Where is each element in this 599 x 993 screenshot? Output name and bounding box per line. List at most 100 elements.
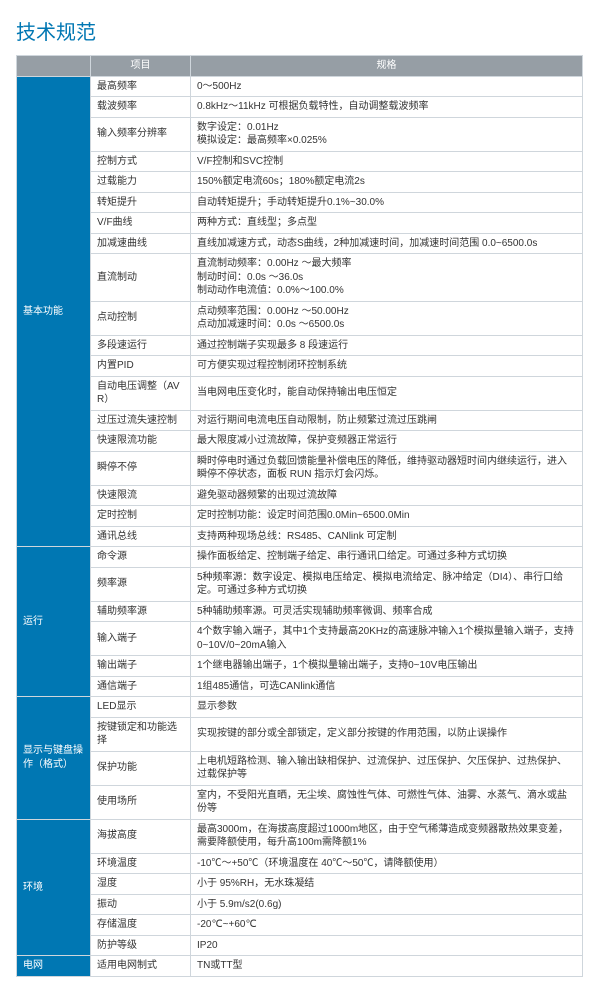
table-row: 保护功能上电机短路检测、输入输出缺相保护、过流保护、过压保护、欠压保护、过热保护… [17,751,583,785]
spec-cell: 直线加减速方式，动态S曲线，2种加减速时间，加减速时间范围 0.0~6500.0… [191,233,583,254]
item-cell: 按键锁定和功能选择 [91,717,191,751]
item-cell: 频率源 [91,567,191,601]
table-row: 点动控制点动频率范围：0.00Hz ～50.00Hz点动加减速时间：0.0s ～… [17,301,583,335]
item-cell: 过压过流失速控制 [91,410,191,431]
header-item: 项目 [91,56,191,77]
item-cell: 加减速曲线 [91,233,191,254]
table-row: 基本功能最高频率0～500Hz [17,76,583,97]
table-row: 自动电压调整（AVR）当电网电压变化时，能自动保持输出电压恒定 [17,376,583,410]
spec-cell: 5种频率源：数字设定、模拟电压给定、模拟电流给定、脉冲给定（DI4）、串行口给定… [191,567,583,601]
spec-cell: 点动频率范围：0.00Hz ～50.00Hz点动加减速时间：0.0s ～6500… [191,301,583,335]
spec-cell: 150%额定电流60s；180%额定电流2s [191,172,583,193]
item-cell: 过载能力 [91,172,191,193]
item-cell: 快速限流 [91,485,191,506]
table-row: 瞬停不停瞬时停电时通过负载回馈能量补偿电压的降低，维持驱动器短时间内继续运行，进… [17,451,583,485]
spec-cell: TN或TT型 [191,956,583,977]
table-row: 按键锁定和功能选择实现按键的部分或全部锁定，定义部分按键的作用范围，以防止误操作 [17,717,583,751]
item-cell: 通讯总线 [91,526,191,547]
table-row: 电网适用电网制式TN或TT型 [17,956,583,977]
spec-cell: 定时控制功能：设定时间范围0.0Min~6500.0Min [191,506,583,527]
table-row: 环境海拔高度最高3000m，在海拔高度超过1000m地区，由于空气稀薄造成变频器… [17,819,583,853]
table-row: 显示与键盘操作（格式）LED显示显示参数 [17,697,583,718]
spec-cell: 支持两种现场总线：RS485、CANlink 可定制 [191,526,583,547]
spec-cell: 避免驱动器频繁的出现过流故障 [191,485,583,506]
spec-cell: -20℃~+60℃ [191,915,583,936]
spec-cell: 显示参数 [191,697,583,718]
spec-cell: 数字设定：0.01Hz模拟设定：最高频率×0.025% [191,117,583,151]
item-cell: 自动电压调整（AVR） [91,376,191,410]
spec-cell: 当电网电压变化时，能自动保持输出电压恒定 [191,376,583,410]
table-row: 快速限流功能最大限度减小过流故障，保护变频器正常运行 [17,431,583,452]
item-cell: 适用电网制式 [91,956,191,977]
table-row: 频率源5种频率源：数字设定、模拟电压给定、模拟电流给定、脉冲给定（DI4）、串行… [17,567,583,601]
table-row: 运行命令源操作面板给定、控制端子给定、串行通讯口给定。可通过多种方式切换 [17,547,583,568]
item-cell: 最高频率 [91,76,191,97]
item-cell: 辅助频率源 [91,601,191,622]
spec-cell: IP20 [191,935,583,956]
table-row: 直流制动直流制动频率：0.00Hz ～最大频率制动时间：0.0s ～36.0s制… [17,254,583,302]
spec-cell: 5种辅助频率源。可灵活实现辅助频率微调、频率合成 [191,601,583,622]
item-cell: 环境温度 [91,853,191,874]
item-cell: 振动 [91,894,191,915]
item-cell: 内置PID [91,356,191,377]
spec-cell: 室内，不受阳光直晒，无尘埃、腐蚀性气体、可燃性气体、油雾、水蒸气、滴水或盐份等 [191,785,583,819]
table-row: 转矩提升自动转矩提升；手动转矩提升0.1%~30.0% [17,192,583,213]
spec-cell: 最大限度减小过流故障，保护变频器正常运行 [191,431,583,452]
item-cell: 保护功能 [91,751,191,785]
spec-cell: -10℃～+50℃（环境温度在 40℃～50℃，请降额使用） [191,853,583,874]
spec-cell: 操作面板给定、控制端子给定、串行通讯口给定。可通过多种方式切换 [191,547,583,568]
table-row: 通讯总线支持两种现场总线：RS485、CANlink 可定制 [17,526,583,547]
table-row: 过载能力150%额定电流60s；180%额定电流2s [17,172,583,193]
category-cell: 基本功能 [17,76,91,547]
table-row: 使用场所室内，不受阳光直晒，无尘埃、腐蚀性气体、可燃性气体、油雾、水蒸气、滴水或… [17,785,583,819]
table-row: 多段速运行通过控制端子实现最多 8 段速运行 [17,335,583,356]
spec-cell: 上电机短路检测、输入输出缺相保护、过流保护、过压保护、欠压保护、过热保护、过载保… [191,751,583,785]
item-cell: 输入频率分辨率 [91,117,191,151]
table-row: 湿度小于 95%RH，无水珠凝结 [17,874,583,895]
item-cell: 命令源 [91,547,191,568]
spec-cell: 通过控制端子实现最多 8 段速运行 [191,335,583,356]
spec-cell: 两种方式：直线型；多点型 [191,213,583,234]
table-row: 控制方式V/F控制和SVC控制 [17,151,583,172]
item-cell: 多段速运行 [91,335,191,356]
item-cell: 输入端子 [91,622,191,656]
spec-cell: 实现按键的部分或全部锁定，定义部分按键的作用范围，以防止误操作 [191,717,583,751]
table-row: 振动小于 5.9m/s2(0.6g) [17,894,583,915]
category-cell: 显示与键盘操作（格式） [17,697,91,820]
table-row: 环境温度-10℃～+50℃（环境温度在 40℃～50℃，请降额使用） [17,853,583,874]
page-title: 技术规范 [16,16,583,45]
category-cell: 电网 [17,956,91,977]
item-cell: LED显示 [91,697,191,718]
item-cell: 定时控制 [91,506,191,527]
table-row: 输出端子1个继电器输出端子，1个模拟量输出端子，支持0~10V电压输出 [17,656,583,677]
spec-cell: 可方便实现过程控制闭环控制系统 [191,356,583,377]
item-cell: 通信端子 [91,676,191,697]
spec-cell: 瞬时停电时通过负载回馈能量补偿电压的降低，维持驱动器短时间内继续运行，进入瞬停不… [191,451,583,485]
spec-cell: 对运行期间电流电压自动限制，防止频繁过流过压跳闸 [191,410,583,431]
item-cell: 湿度 [91,874,191,895]
table-row: 通信端子1组485通信，可选CANlink通信 [17,676,583,697]
item-cell: 快速限流功能 [91,431,191,452]
spec-cell: 最高3000m，在海拔高度超过1000m地区，由于空气稀薄造成变频器散热效果变差… [191,819,583,853]
spec-cell: 4个数字输入端子，其中1个支持最高20KHz的高速脉冲输入1个模拟量输入端子，支… [191,622,583,656]
spec-cell: 1个继电器输出端子，1个模拟量输出端子，支持0~10V电压输出 [191,656,583,677]
spec-cell: 0.8kHz～11kHz 可根据负载特性，自动调整载波频率 [191,97,583,118]
item-cell: 点动控制 [91,301,191,335]
table-row: 存储温度-20℃~+60℃ [17,915,583,936]
spec-cell: 自动转矩提升；手动转矩提升0.1%~30.0% [191,192,583,213]
item-cell: 海拔高度 [91,819,191,853]
spec-cell: V/F控制和SVC控制 [191,151,583,172]
table-row: 加减速曲线直线加减速方式，动态S曲线，2种加减速时间，加减速时间范围 0.0~6… [17,233,583,254]
table-row: 防护等级IP20 [17,935,583,956]
item-cell: 输出端子 [91,656,191,677]
table-row: 定时控制定时控制功能：设定时间范围0.0Min~6500.0Min [17,506,583,527]
item-cell: 转矩提升 [91,192,191,213]
item-cell: 防护等级 [91,935,191,956]
spec-cell: 直流制动频率：0.00Hz ～最大频率制动时间：0.0s ～36.0s制动动作电… [191,254,583,302]
table-row: 辅助频率源5种辅助频率源。可灵活实现辅助频率微调、频率合成 [17,601,583,622]
item-cell: 载波频率 [91,97,191,118]
spec-cell: 1组485通信，可选CANlink通信 [191,676,583,697]
item-cell: 控制方式 [91,151,191,172]
spec-cell: 小于 5.9m/s2(0.6g) [191,894,583,915]
table-row: 过压过流失速控制对运行期间电流电压自动限制，防止频繁过流过压跳闸 [17,410,583,431]
